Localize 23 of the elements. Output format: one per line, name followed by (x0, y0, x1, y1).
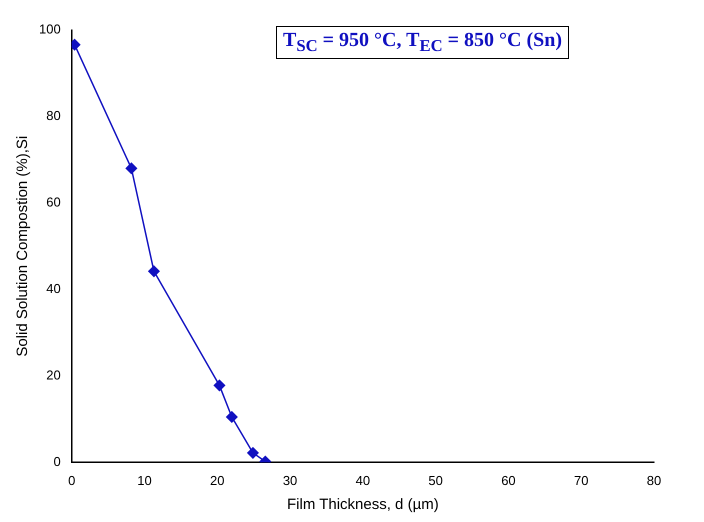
x-tick-label: 80 (646, 472, 662, 488)
y-tick-label: 20 (46, 368, 61, 382)
x-tick-label: 50 (428, 472, 443, 488)
x-axis-title: Film Thickness, d (µm) (286, 496, 439, 514)
x-tick-label: 70 (574, 472, 588, 488)
point (214, 380, 226, 392)
y-tick-label: 40 (46, 281, 61, 296)
y-axis-title: Solid Solution Compostion (%),Si (14, 136, 32, 357)
x-tick-label: 40 (356, 472, 370, 488)
point (226, 411, 238, 423)
y-tick-label: 100 (38, 22, 61, 37)
point (126, 162, 138, 174)
x-tick-label: 60 (501, 472, 516, 488)
x-tick-label: 20 (210, 472, 224, 488)
x-tick-label: 0 (68, 472, 76, 488)
point (148, 266, 160, 278)
y-tick-label: 60 (46, 194, 61, 210)
y-tick-label: 0 (53, 454, 61, 469)
y-tick-label: 80 (46, 108, 61, 124)
x-tick-label: 10 (137, 472, 152, 488)
point (247, 447, 259, 459)
annotation: T$_{SC}$ = 950 °C, T$_{EC}$ = 850 °C (Sn) (283, 29, 562, 56)
x-tick-label: 30 (282, 472, 298, 488)
